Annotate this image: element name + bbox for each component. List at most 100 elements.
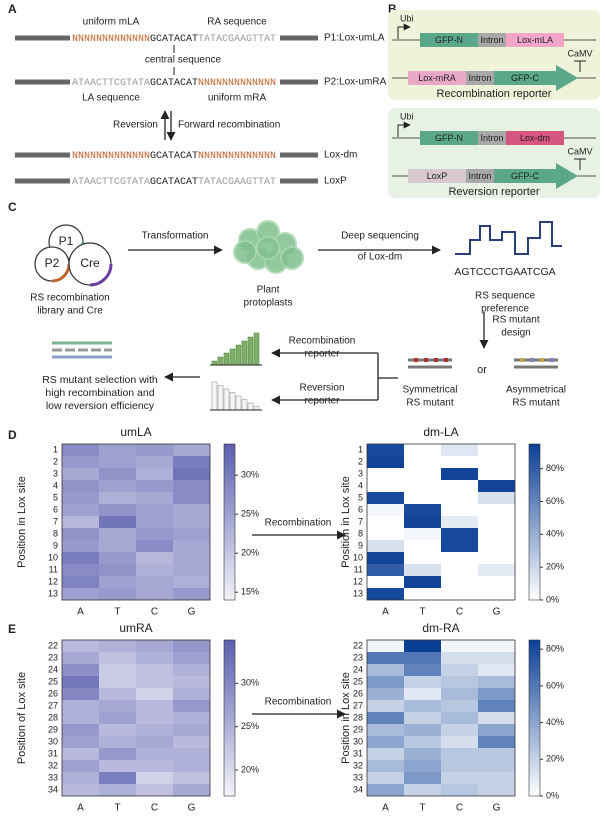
heatmap-cell bbox=[404, 748, 441, 760]
heatmap-cell bbox=[62, 724, 99, 736]
mutation bbox=[444, 358, 448, 362]
heatmap-cell bbox=[173, 468, 210, 480]
label: B bbox=[388, 2, 397, 16]
heatmap-cell bbox=[404, 516, 441, 528]
heatmap-cell bbox=[173, 724, 210, 736]
heatmap-cell bbox=[441, 784, 478, 796]
heatmap-cell bbox=[478, 724, 515, 736]
heatmap-cell bbox=[404, 588, 441, 600]
label: Position in Lox site bbox=[16, 476, 28, 568]
gene-block bbox=[420, 131, 478, 145]
heatmap-cell bbox=[99, 456, 136, 468]
heatmap-cell bbox=[367, 652, 404, 664]
icon-bar bbox=[247, 402, 254, 411]
heatmap-cell bbox=[173, 640, 210, 652]
sequence-segment: ATAACTTCGTATA bbox=[72, 78, 150, 89]
heatmap-cell bbox=[441, 760, 478, 772]
heatmap-cell bbox=[441, 588, 478, 600]
heatmap-cell bbox=[404, 564, 441, 576]
heatmap-cell bbox=[404, 772, 441, 784]
label: 29 bbox=[353, 724, 363, 734]
label: 31 bbox=[353, 748, 363, 758]
label: 33 bbox=[48, 772, 58, 782]
label: RS mutant bbox=[406, 398, 453, 409]
label: Position in Lox site bbox=[340, 672, 352, 764]
heatmap-cell bbox=[62, 588, 99, 600]
heatmap-cell bbox=[367, 540, 404, 552]
label: or bbox=[477, 364, 487, 376]
heatmap-cell bbox=[136, 552, 173, 564]
bracket bbox=[377, 353, 398, 400]
plasmid-gene bbox=[89, 263, 113, 287]
heatmap-cell bbox=[441, 676, 478, 688]
label: 25 bbox=[353, 676, 363, 686]
heatmap-cell bbox=[367, 772, 404, 784]
label: Recombination bbox=[289, 336, 356, 347]
heatmap-cell bbox=[136, 516, 173, 528]
label: Deep sequencing bbox=[341, 231, 419, 242]
label: of Lox-dm bbox=[358, 252, 402, 263]
label: 27 bbox=[48, 700, 58, 710]
heatmap-cell bbox=[136, 748, 173, 760]
label: central sequence bbox=[145, 55, 222, 66]
heatmap-cell bbox=[478, 664, 515, 676]
heatmap-cell bbox=[136, 760, 173, 772]
label: 30 bbox=[48, 736, 58, 746]
label: high recombination and bbox=[45, 387, 154, 399]
heatmap-cell bbox=[99, 504, 136, 516]
heatmap-cell bbox=[478, 456, 515, 468]
heatmap-cell bbox=[478, 700, 515, 712]
heatmap-cell bbox=[62, 444, 99, 456]
icon-bar bbox=[229, 392, 236, 411]
heatmap-cell bbox=[367, 712, 404, 724]
label: P2 bbox=[45, 256, 60, 270]
heatmap-cell bbox=[404, 504, 441, 516]
heatmap-cell bbox=[478, 712, 515, 724]
label: RA sequence bbox=[207, 17, 267, 28]
label: RS recombination bbox=[30, 293, 109, 304]
mutation bbox=[520, 358, 524, 362]
gene-block bbox=[466, 169, 494, 183]
label: RS mutant selection with bbox=[42, 374, 158, 386]
dna-bar bbox=[15, 152, 70, 158]
heatmap-cell bbox=[99, 760, 136, 772]
heatmap-cell bbox=[99, 724, 136, 736]
heatmap-cell bbox=[478, 540, 515, 552]
heatmap-cell bbox=[62, 576, 99, 588]
label: 8 bbox=[53, 528, 58, 538]
heatmap-cell bbox=[62, 528, 99, 540]
heatmap-cell bbox=[478, 468, 515, 480]
mutation bbox=[530, 358, 534, 362]
label: umRA bbox=[119, 621, 152, 635]
heatmap-cell bbox=[173, 760, 210, 772]
label: Intron bbox=[480, 133, 503, 143]
icon-bar bbox=[217, 356, 224, 366]
label: 22 bbox=[48, 640, 58, 650]
heatmap-cell bbox=[478, 676, 515, 688]
heatmap-cell bbox=[173, 748, 210, 760]
heatmap-cell bbox=[62, 712, 99, 724]
heatmap-cell bbox=[62, 688, 99, 700]
heatmap-cell bbox=[404, 540, 441, 552]
heatmap-cell bbox=[173, 444, 210, 456]
heatmap-cell bbox=[367, 492, 404, 504]
icon-bar bbox=[241, 399, 248, 411]
heatmap-cell bbox=[367, 444, 404, 456]
label: reporter bbox=[304, 396, 340, 407]
label: D bbox=[8, 428, 17, 442]
heatmap-cell bbox=[173, 492, 210, 504]
label: 24 bbox=[353, 664, 363, 674]
label: T bbox=[419, 607, 425, 618]
label: 6 bbox=[358, 504, 363, 514]
heatmap-cell bbox=[136, 676, 173, 688]
heatmap-cell bbox=[367, 724, 404, 736]
label: C bbox=[8, 200, 17, 214]
heatmap-cell bbox=[173, 712, 210, 724]
gene-block bbox=[478, 131, 506, 145]
heatmap-cell bbox=[367, 588, 404, 600]
heatmap-cell bbox=[441, 688, 478, 700]
sequence-segment: TATACGAAGTTAT bbox=[198, 177, 276, 188]
heatmap-cell bbox=[404, 724, 441, 736]
label: 20% bbox=[546, 754, 564, 764]
